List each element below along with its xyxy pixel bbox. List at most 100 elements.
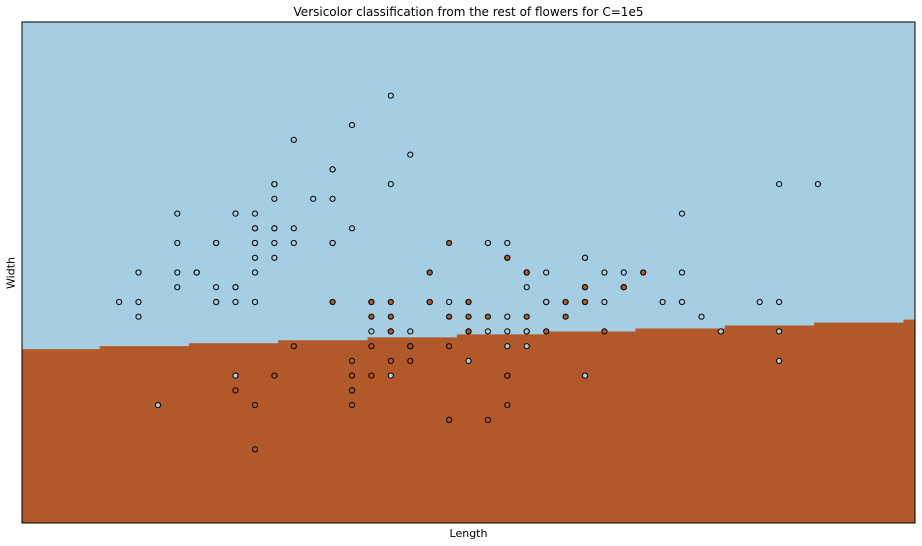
- data-point-versicolor-36: [581, 284, 589, 291]
- data-point-versicolor-48: [271, 372, 278, 379]
- data-point-other-17: [271, 225, 278, 232]
- data-point-other-58: [581, 372, 589, 379]
- data-point-other-87: [523, 284, 530, 291]
- data-point-other-14: [407, 151, 414, 158]
- data-point-versicolor-11: [426, 298, 433, 306]
- data-point-other-13: [116, 298, 123, 306]
- data-point-versicolor-7: [232, 387, 239, 394]
- data-point-versicolor-41: [465, 298, 472, 306]
- data-point-other-75: [678, 269, 686, 276]
- data-point-versicolor-35: [446, 239, 453, 247]
- data-point-versicolor-25: [562, 298, 569, 306]
- data-point-other-71: [368, 328, 375, 335]
- data-point-versicolor-1: [523, 269, 530, 276]
- data-point-versicolor-45: [387, 298, 394, 306]
- data-point-versicolor-6: [504, 254, 511, 261]
- data-point-other-64: [407, 328, 414, 335]
- data-point-versicolor-49: [387, 328, 394, 335]
- data-point-versicolor-33: [446, 343, 453, 350]
- data-point-versicolor-14: [368, 313, 375, 320]
- data-point-other-8: [135, 313, 142, 320]
- data-point-other-55: [756, 298, 763, 306]
- data-point-other-59: [678, 210, 686, 217]
- data-point-other-52: [659, 298, 666, 306]
- data-point-other-16: [329, 166, 336, 173]
- data-point-versicolor-43: [251, 402, 259, 409]
- data-point-versicolor-39: [348, 372, 356, 379]
- data-point-versicolor-20: [426, 269, 433, 276]
- data-point-other-67: [776, 181, 783, 188]
- data-point-versicolor-9: [290, 343, 297, 350]
- data-point-other-45: [213, 298, 220, 306]
- data-point-other-22: [174, 210, 181, 217]
- data-point-other-46: [271, 181, 278, 188]
- axes-frame: [21, 21, 916, 524]
- data-point-other-72: [776, 328, 783, 335]
- data-point-other-41: [154, 402, 161, 409]
- data-point-other-57: [698, 313, 705, 320]
- region-versicolor: [22, 319, 915, 523]
- data-point-other-79: [678, 298, 686, 306]
- data-point-versicolor-3: [348, 402, 356, 409]
- data-point-other-30: [213, 284, 220, 291]
- data-point-other-82: [523, 328, 530, 335]
- data-point-other-36: [348, 225, 356, 232]
- data-point-other-27: [290, 225, 297, 232]
- data-point-other-42: [135, 269, 142, 276]
- data-point-other-94: [581, 254, 589, 261]
- data-point-other-49: [251, 254, 259, 261]
- data-point-other-24: [213, 239, 220, 247]
- data-point-versicolor-8: [562, 313, 569, 320]
- data-point-versicolor-42: [407, 357, 414, 364]
- data-point-versicolor-0: [640, 269, 647, 276]
- data-point-other-81: [814, 181, 822, 188]
- data-point-other-10: [329, 195, 336, 202]
- data-point-other-63: [387, 372, 394, 379]
- data-point-other-88: [446, 298, 453, 306]
- data-point-other-23: [271, 254, 278, 261]
- data-point-other-85: [776, 298, 783, 306]
- data-point-other-33: [348, 122, 356, 129]
- data-point-versicolor-19: [368, 372, 375, 379]
- data-point-other-39: [271, 239, 278, 247]
- data-point-other-32: [290, 136, 297, 143]
- data-point-versicolor-38: [368, 298, 375, 306]
- data-point-other-1: [232, 298, 239, 306]
- data-point-other-60: [543, 269, 550, 276]
- data-point-versicolor-29: [387, 357, 394, 364]
- data-point-versicolor-34: [329, 298, 336, 306]
- data-point-other-25: [251, 298, 259, 306]
- x-axis-label: Length: [449, 527, 488, 540]
- data-point-other-86: [504, 239, 511, 247]
- data-point-other-98: [484, 239, 491, 247]
- data-point-other-84: [465, 357, 472, 364]
- data-point-other-43: [251, 225, 259, 232]
- data-point-versicolor-10: [251, 446, 259, 453]
- data-point-other-93: [601, 269, 608, 276]
- data-point-other-61: [523, 343, 530, 350]
- data-point-versicolor-22: [504, 372, 511, 379]
- data-point-other-38: [135, 298, 142, 306]
- data-point-versicolor-27: [581, 298, 589, 306]
- data-point-versicolor-28: [446, 313, 453, 320]
- data-point-other-34: [232, 284, 239, 291]
- data-point-versicolor-37: [504, 402, 511, 409]
- data-point-versicolor-47: [484, 313, 491, 320]
- data-point-other-68: [776, 357, 783, 364]
- data-point-versicolor-31: [348, 387, 356, 394]
- data-point-versicolor-12: [446, 416, 453, 423]
- data-point-other-29: [193, 269, 200, 276]
- data-point-other-83: [504, 328, 511, 335]
- data-point-versicolor-4: [543, 328, 550, 335]
- data-point-other-70: [620, 269, 627, 276]
- data-point-versicolor-46: [387, 313, 394, 320]
- data-point-versicolor-24: [523, 313, 530, 320]
- data-point-versicolor-26: [601, 328, 608, 335]
- data-point-other-76: [484, 328, 491, 335]
- data-point-other-56: [232, 372, 239, 379]
- data-point-other-80: [717, 328, 725, 335]
- data-point-other-21: [271, 195, 278, 202]
- data-point-other-97: [543, 298, 550, 306]
- data-point-other-18: [387, 181, 394, 188]
